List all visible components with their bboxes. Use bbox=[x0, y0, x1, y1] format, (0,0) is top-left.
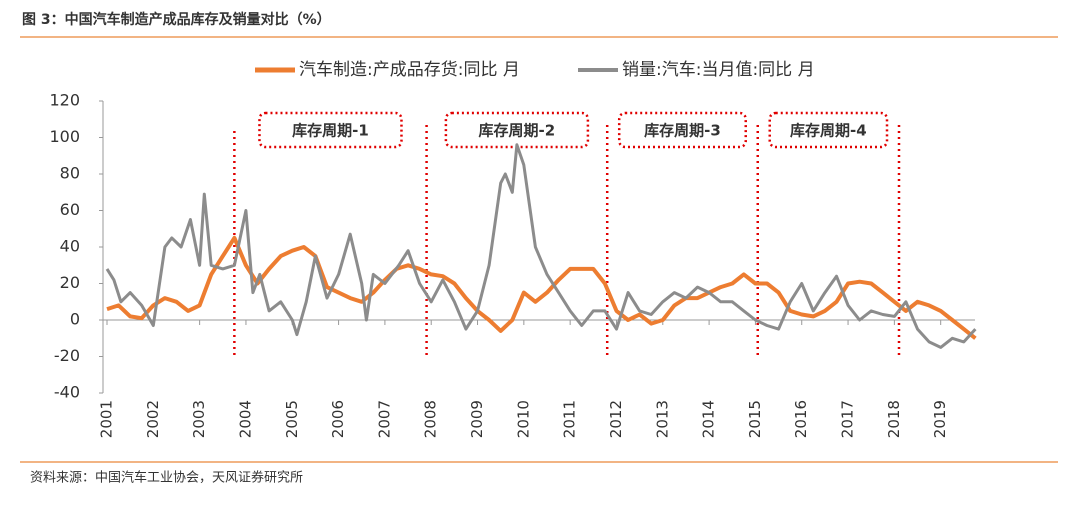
x-tick-label: 2007 bbox=[375, 400, 393, 438]
x-tick-label: 2011 bbox=[561, 400, 579, 438]
x-tick-label: 2006 bbox=[329, 400, 347, 438]
cycle-label: 库存周期-4 bbox=[790, 122, 867, 140]
x-tick-label: 2005 bbox=[283, 400, 301, 438]
cycle-label: 库存周期-1 bbox=[292, 122, 369, 140]
y-tick-label: -20 bbox=[54, 346, 80, 365]
x-tick-label: 2017 bbox=[839, 400, 857, 438]
x-tick-label: 2012 bbox=[607, 400, 625, 438]
x-tick-label: 2001 bbox=[98, 400, 116, 438]
legend-label: 销量:汽车:当月值:同比 月 bbox=[622, 60, 815, 80]
x-tick-label: 2009 bbox=[468, 400, 486, 438]
x-tick-label: 2019 bbox=[931, 400, 949, 438]
x-tick-label: 2003 bbox=[190, 400, 208, 438]
y-tick-label: 60 bbox=[60, 200, 80, 219]
x-tick-label: 2004 bbox=[236, 400, 254, 438]
series-line bbox=[105, 143, 977, 349]
cycle-label: 库存周期-2 bbox=[479, 122, 556, 140]
cycle-box bbox=[258, 111, 403, 149]
cycle-box bbox=[768, 111, 889, 149]
y-tick-label: 40 bbox=[60, 237, 80, 256]
source: 资料来源：中国汽车工业协会，天风证券研究所 bbox=[30, 470, 303, 486]
chart-title: 图 3：中国汽车制造产成品库存及销量对比（%） bbox=[22, 11, 331, 28]
x-tick-label: 2018 bbox=[885, 400, 903, 438]
x-tick-label: 2008 bbox=[422, 400, 440, 438]
y-tick-label: 80 bbox=[60, 164, 80, 183]
y-tick-label: 120 bbox=[49, 91, 80, 110]
x-tick-label: 2014 bbox=[700, 400, 718, 438]
y-tick-label: -40 bbox=[54, 383, 80, 402]
x-tick-label: 2013 bbox=[653, 400, 671, 438]
legend-label: 汽车制造:产成品存货:同比 月 bbox=[299, 60, 520, 80]
y-tick-label: 100 bbox=[49, 127, 80, 146]
x-tick-label: 2015 bbox=[746, 400, 764, 438]
x-tick-label: 2002 bbox=[144, 400, 162, 438]
x-tick-label: 2016 bbox=[792, 400, 810, 438]
y-tick-label: 20 bbox=[60, 273, 80, 292]
x-tick-label: 2010 bbox=[514, 400, 532, 438]
cycle-label: 库存周期-3 bbox=[644, 122, 721, 140]
y-tick-label: 0 bbox=[70, 310, 80, 329]
